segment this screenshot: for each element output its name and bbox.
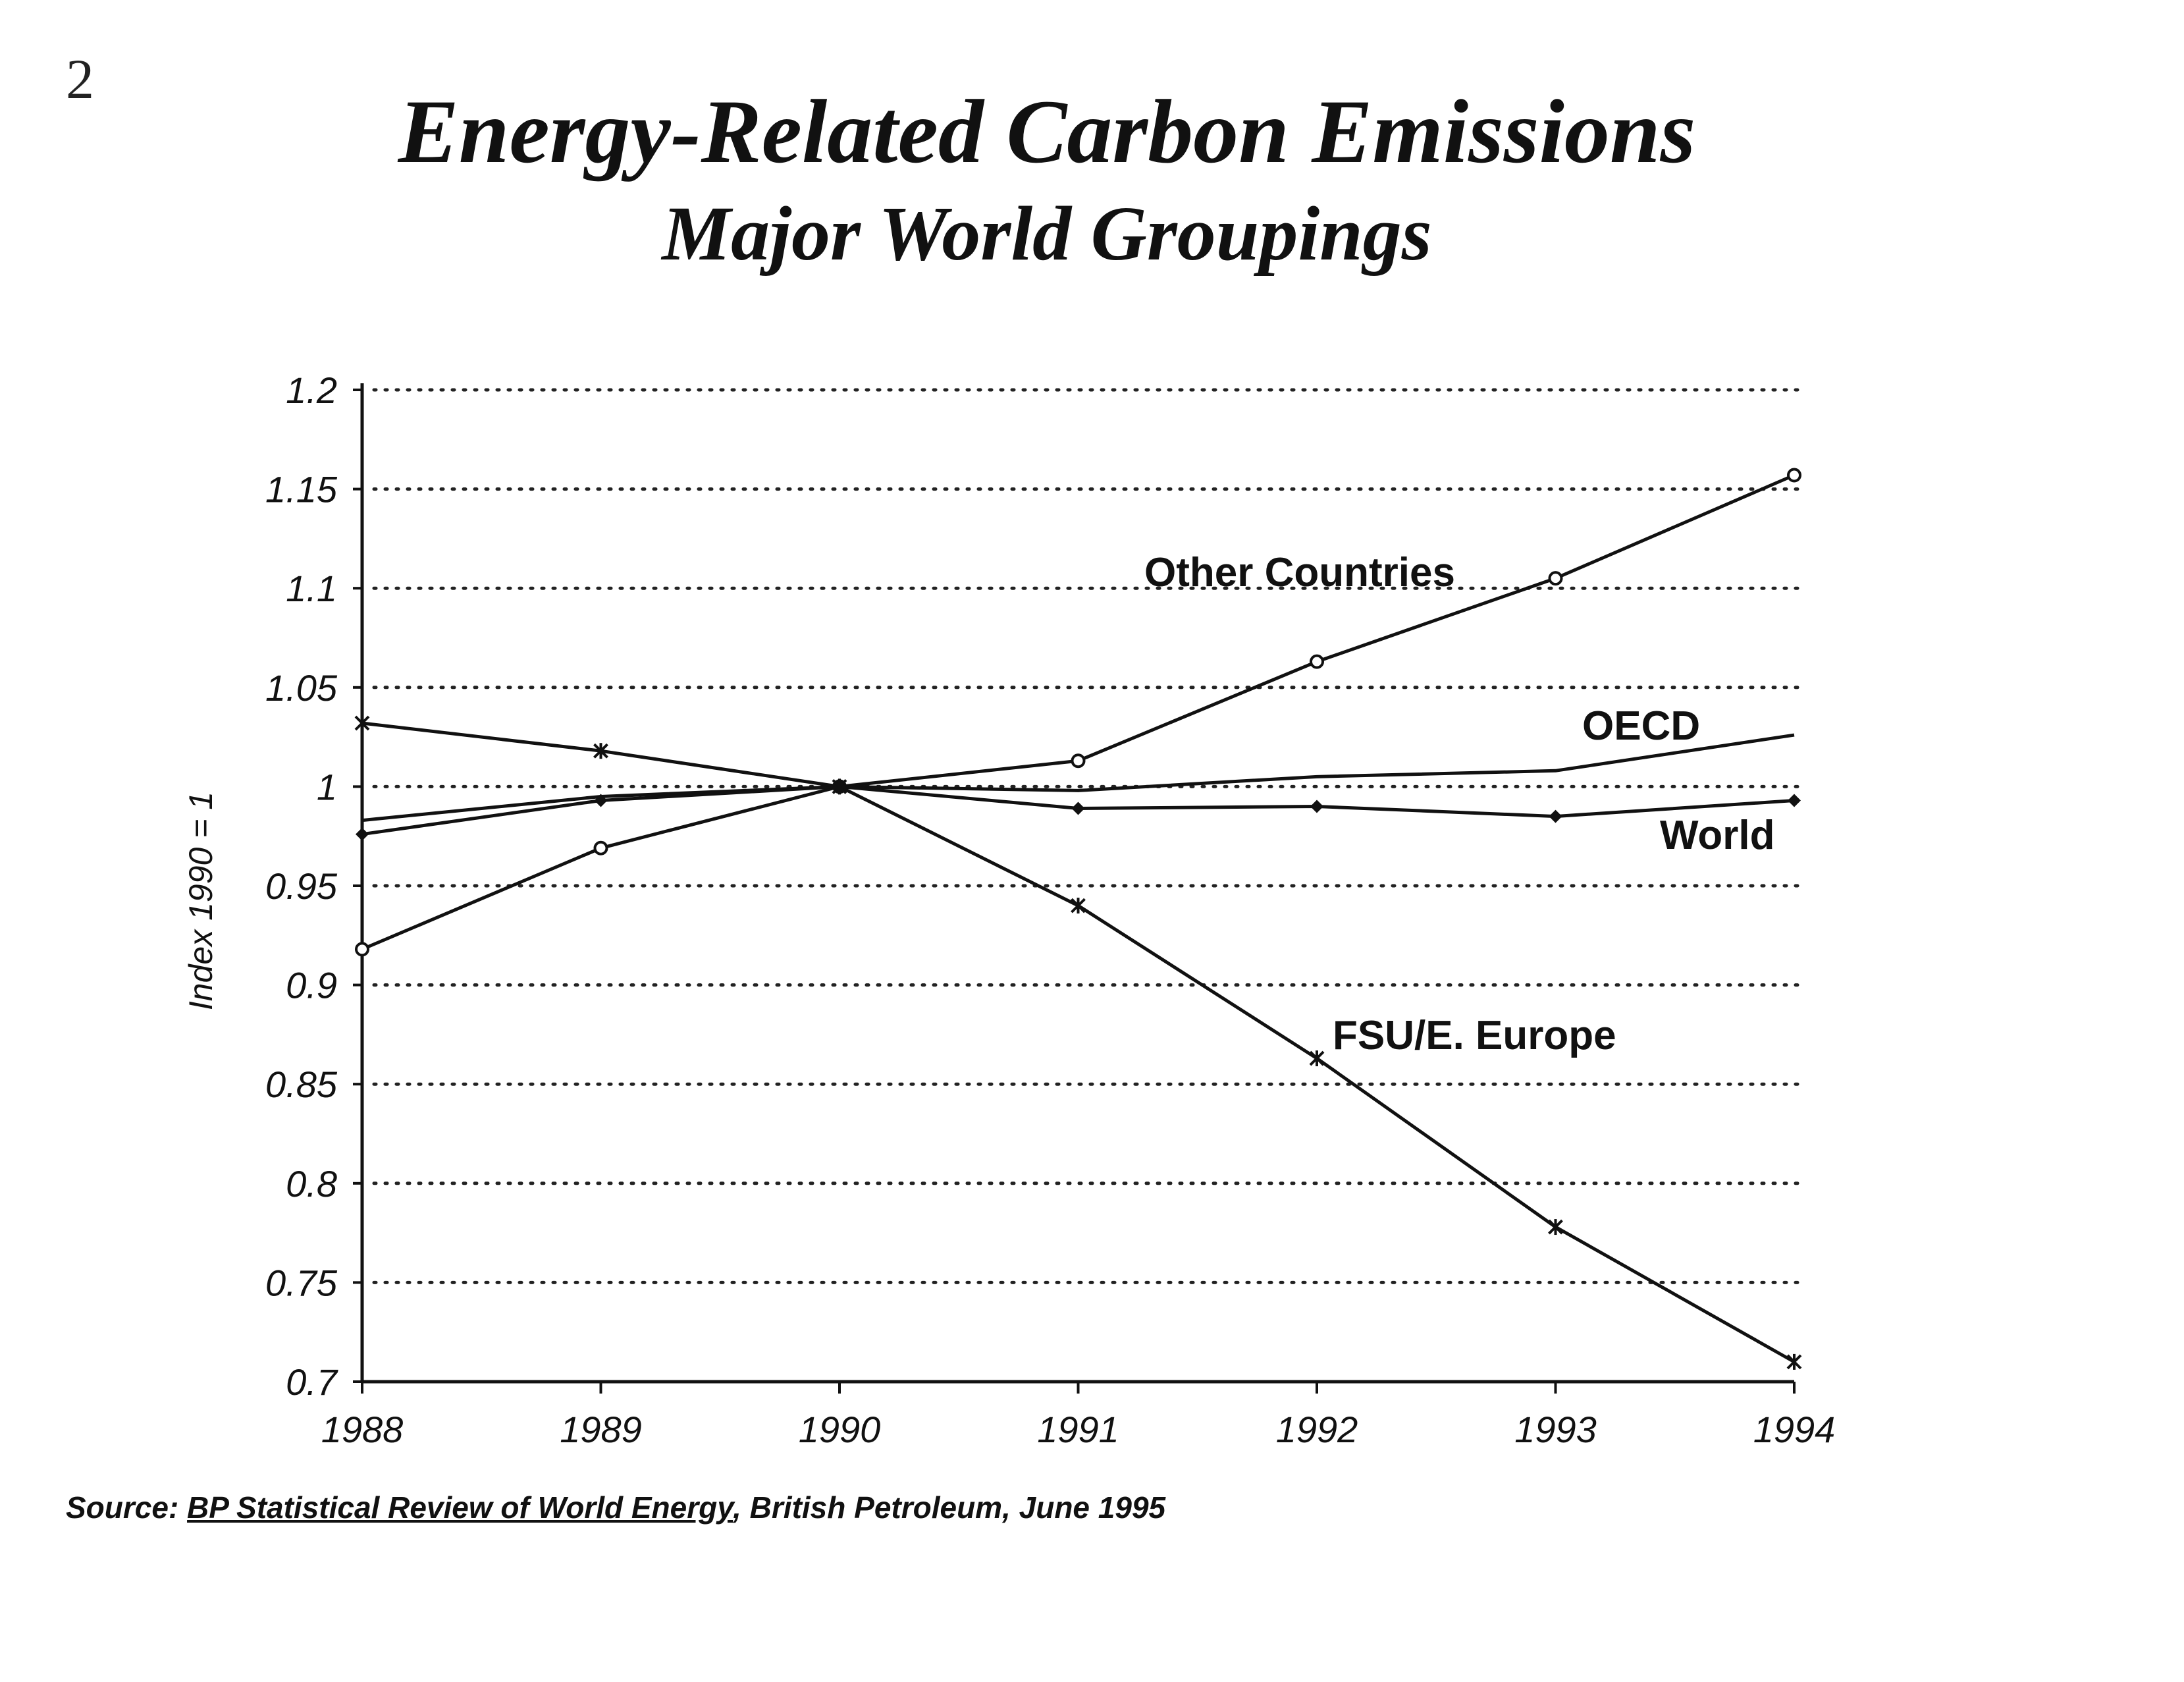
gridlines (372, 388, 1799, 1284)
data-point-world (356, 827, 369, 841)
y-tick-label: 1.15 (265, 469, 338, 510)
data-point-other-countries (1787, 468, 1801, 483)
data-point-fsu-e-europe (593, 743, 608, 759)
series-label-world: World (1660, 813, 1775, 858)
series-label-other-countries: Other Countries (1144, 550, 1455, 595)
y-tick-label: 0.75 (265, 1262, 338, 1303)
source-note: Source: BP Statistical Review of World E… (66, 1490, 1165, 1525)
series-line-other-countries (361, 474, 1795, 951)
series-lines (361, 474, 1796, 1364)
source-reference: BP Statistical Review of World Energy (187, 1490, 733, 1525)
data-point-other-countries (355, 942, 369, 957)
x-tick-label: 1990 (799, 1409, 881, 1450)
data-point-fsu-e-europe (1786, 1353, 1802, 1370)
data-point-world (594, 794, 608, 807)
y-tick-label: 1.2 (286, 369, 337, 411)
series-labels: Other Countries OECD World FSU/E. Europe (1144, 550, 1775, 1058)
data-point-other-countries (1548, 571, 1563, 586)
y-tick-label: 0.85 (265, 1064, 338, 1105)
y-tick-label: 1 (317, 766, 337, 807)
data-point-fsu-e-europe (1309, 1050, 1325, 1067)
x-tick-label: 1994 (1753, 1409, 1836, 1450)
data-point-fsu-e-europe (354, 715, 370, 732)
data-point-fsu-e-europe (1071, 898, 1086, 914)
data-point-fsu-e-europe (832, 778, 847, 795)
y-tick-label: 1.05 (265, 667, 338, 709)
y-tick-label: 0.9 (286, 965, 337, 1006)
series-label-oecd: OECD (1582, 703, 1700, 749)
page-number: 2 (66, 47, 94, 111)
data-point-world (1310, 800, 1323, 813)
x-tick-label: 1992 (1276, 1409, 1358, 1450)
y-axis-title: Index 1990 = 1 (182, 792, 219, 1010)
data-point-world (1549, 809, 1562, 823)
data-point-fsu-e-europe (1548, 1219, 1563, 1235)
data-point-other-countries (593, 840, 608, 855)
axes: 0.7 0.75 0.8 0.85 0.9 0.95 1 1.05 1.1 1.15 1.2 1988… (265, 369, 1835, 1450)
y-tick-label: 0.8 (286, 1163, 337, 1205)
x-tick-label: 1989 (560, 1409, 642, 1450)
series-markers (354, 468, 1802, 1370)
source-suffix: , British Petroleum, June 1995 (733, 1490, 1166, 1525)
source-prefix: Source: (66, 1490, 188, 1525)
data-point-world (1788, 794, 1801, 807)
chart-title: Energy-Related Carbon Emissions (398, 81, 1696, 182)
data-point-other-countries (1310, 654, 1324, 669)
chart-subtitle: Major World Groupings (662, 190, 1432, 277)
data-point-world (1071, 801, 1085, 815)
x-tick-label: 1991 (1037, 1409, 1119, 1450)
x-tick-label: 1988 (321, 1409, 404, 1450)
series-label-fsu-e-europe: FSU/E. Europe (1333, 1013, 1616, 1058)
y-tick-label: 0.7 (286, 1361, 338, 1403)
x-tick-label: 1993 (1514, 1409, 1597, 1450)
y-tick-label: 1.1 (286, 568, 337, 609)
data-point-other-countries (1071, 753, 1086, 769)
y-tick-label: 0.95 (265, 865, 338, 907)
